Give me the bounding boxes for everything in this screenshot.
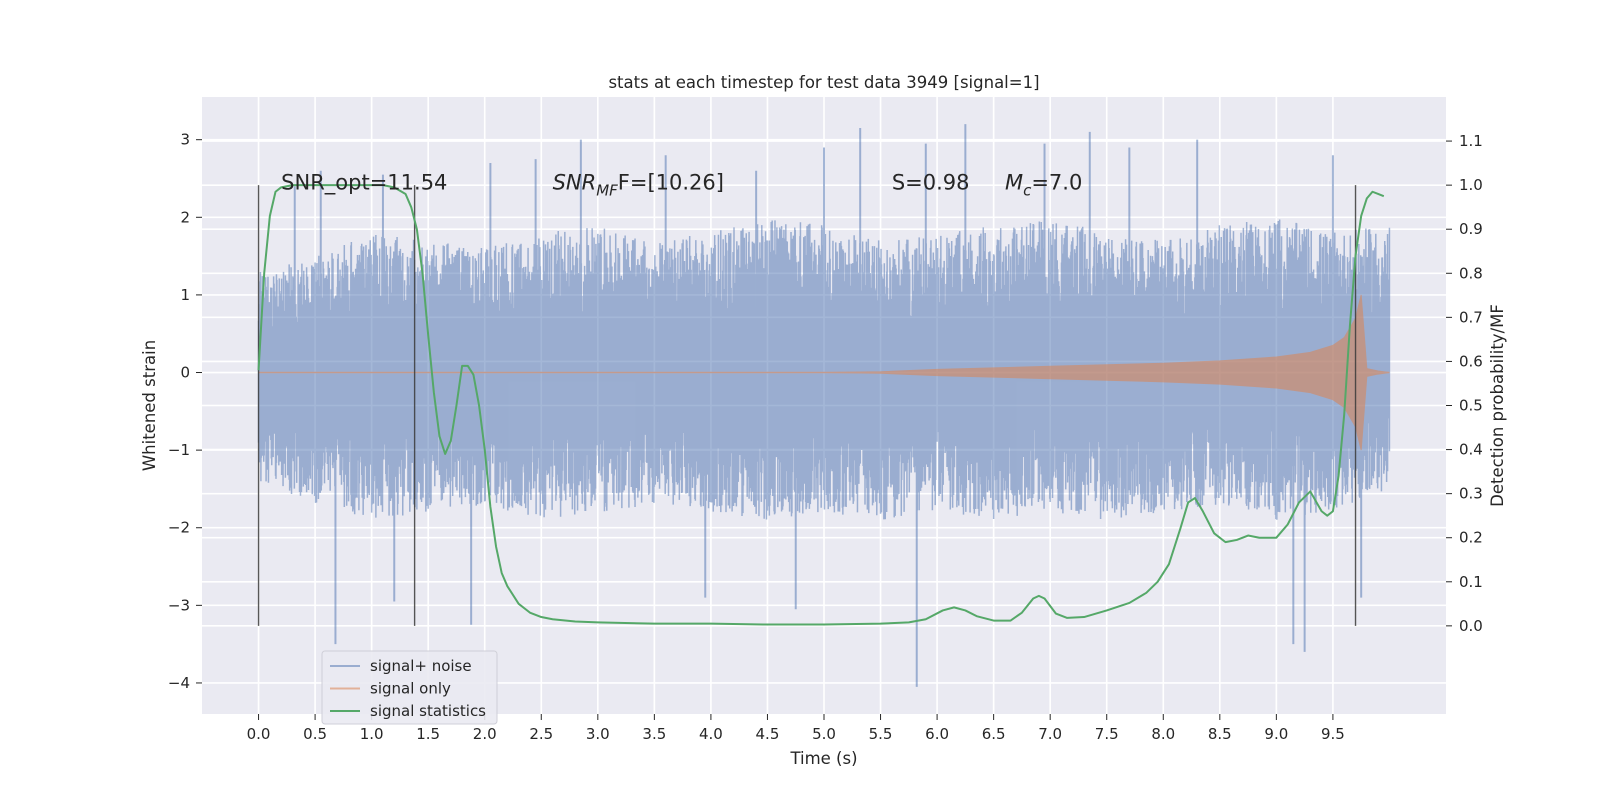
y2-tick-label: 0.1 (1459, 573, 1483, 591)
series-signal-plus-noise (257, 124, 1391, 687)
y-axis-label: Whitened strain (140, 340, 159, 471)
y2-tick-label: 0.5 (1459, 397, 1483, 415)
y-tick-label: −3 (168, 596, 190, 614)
annotations: SNR_opt=11.54 SNRMFF=[10.26] S=0.98 Mc=7.0 (281, 170, 1082, 199)
x-tick-label: 1.5 (416, 725, 440, 743)
x-tick-label: 5.5 (869, 725, 893, 743)
x-tick-label: 9.5 (1321, 725, 1345, 743)
series-signal-statistics (257, 184, 1385, 626)
series-signal-only (258, 294, 1390, 451)
legend-label: signal statistics (370, 702, 486, 720)
x-tick-label: 8.5 (1208, 725, 1232, 743)
y2-axis-label: Detection probability/MF (1488, 304, 1507, 507)
y2-tick-label: 1.0 (1459, 176, 1483, 194)
x-tick-label: 0.5 (303, 725, 327, 743)
y-tick-label: −2 (168, 519, 190, 537)
annotation: SNR_opt=11.54 (281, 170, 447, 195)
y-tick-label: 1 (180, 286, 190, 304)
statistics-line (257, 184, 1385, 626)
x-axis-label: Time (s) (789, 749, 857, 768)
x-tick-label: 1.0 (360, 725, 384, 743)
y2-tick-label: 0.8 (1459, 264, 1483, 282)
legend-label: signal only (370, 680, 451, 698)
y2-tick-label: 1.1 (1459, 132, 1483, 150)
y2-tick-label: 0.0 (1459, 617, 1483, 635)
x-tick-label: 8.0 (1151, 725, 1175, 743)
y2-tick-label: 0.3 (1459, 485, 1483, 503)
y2-tick-label: 0.6 (1459, 352, 1483, 370)
legend: signal+ noise signal only signal statistic… (321, 650, 498, 725)
x-tick-label: 6.0 (925, 725, 949, 743)
annotation: Mc=7.0 (1005, 170, 1082, 199)
y-tick-label: −1 (168, 441, 190, 459)
x-tick-label: 3.0 (586, 725, 610, 743)
x-tick-label: 2.5 (529, 725, 553, 743)
x-tick-label: 4.0 (699, 725, 723, 743)
y-tick-label: 3 (180, 131, 190, 149)
axes: 0.0 0.5 1.0 1.5 2.0 2.5 3.0 3.5 4.0 4.5 5.0 5.5 6.0 6… (168, 131, 1483, 743)
y-tick-label: 2 (180, 208, 190, 226)
x-tick-label: 0.0 (247, 725, 271, 743)
annotation: SNRMFF=[10.26] (553, 170, 724, 199)
x-tick-label: 9.0 (1264, 725, 1288, 743)
x-tick-label: 5.0 (812, 725, 836, 743)
y-tick-label: −4 (168, 674, 190, 692)
legend-label: signal+ noise (370, 657, 472, 675)
y2-tick-label: 0.4 (1459, 441, 1483, 459)
x-tick-label: 7.5 (1095, 725, 1119, 743)
y2-tick-label: 0.7 (1459, 308, 1483, 326)
x-tick-label: 3.5 (642, 725, 666, 743)
chart-title: stats at each timestep for test data 394… (608, 73, 1039, 92)
y2-tick-label: 0.2 (1459, 529, 1483, 547)
x-tick-label: 6.5 (982, 725, 1006, 743)
legend-box (321, 650, 498, 725)
y-tick-label: 0 (180, 364, 190, 382)
x-tick-label: 7.0 (1038, 725, 1062, 743)
x-tick-label: 2.0 (473, 725, 497, 743)
annotation: S=0.98 (892, 170, 970, 194)
x-tick-label: 4.5 (756, 725, 780, 743)
y2-tick-label: 0.9 (1459, 220, 1483, 238)
